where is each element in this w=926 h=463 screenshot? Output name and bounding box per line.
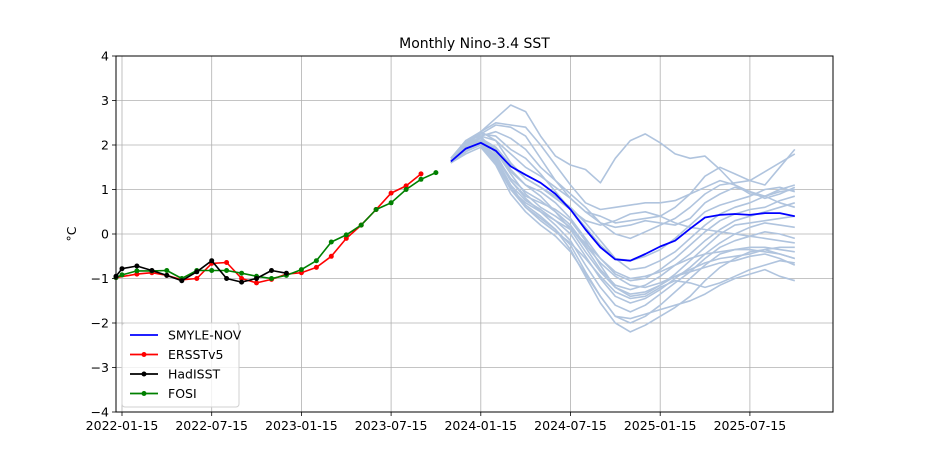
x-tick-label: 2025-01-15 bbox=[624, 418, 697, 433]
y-tick-label: −1 bbox=[91, 271, 109, 286]
data-point-hadisst bbox=[134, 263, 140, 269]
x-tick-label: 2023-01-15 bbox=[265, 418, 338, 433]
data-point-fosi bbox=[373, 207, 379, 212]
data-point-hadisst bbox=[194, 269, 200, 275]
data-point-fosi bbox=[119, 272, 125, 278]
y-tick-label: 4 bbox=[101, 49, 109, 64]
y-tick-label: −4 bbox=[91, 405, 109, 420]
ensemble-member-line bbox=[450, 144, 796, 280]
x-tick-label: 2022-07-15 bbox=[175, 418, 248, 433]
data-point-fosi bbox=[403, 187, 409, 192]
data-point-hadisst bbox=[269, 268, 274, 273]
ensemble-members bbox=[450, 104, 796, 333]
data-point-ersstv5 bbox=[239, 276, 245, 281]
data-point-fosi bbox=[343, 232, 349, 238]
data-point-ersstv5 bbox=[254, 280, 259, 286]
data-point-fosi bbox=[209, 268, 215, 273]
ensemble-member-line bbox=[450, 137, 795, 295]
legend-marker-ersstv5 bbox=[141, 352, 147, 357]
legend: SMYLE-NOV ERSSTv5 HadISST FOSI bbox=[121, 322, 242, 408]
data-point-hadisst bbox=[209, 258, 215, 264]
data-point-fosi bbox=[313, 258, 319, 264]
data-point-ersstv5 bbox=[403, 183, 409, 189]
series-line-smyle-nov bbox=[450, 141, 795, 262]
data-point-fosi bbox=[224, 268, 230, 273]
ensemble-member-line bbox=[450, 142, 796, 333]
data-point-fosi bbox=[298, 267, 304, 273]
y-tick-label: −2 bbox=[91, 316, 109, 331]
data-point-hadisst bbox=[254, 276, 259, 281]
data-series bbox=[113, 141, 795, 286]
y-tick-label: 1 bbox=[101, 182, 109, 197]
data-point-ersstv5 bbox=[388, 190, 394, 196]
x-tick-label: 2024-07-15 bbox=[534, 418, 607, 433]
y-tick-label: −3 bbox=[91, 360, 109, 375]
legend-label-fosi: FOSI bbox=[168, 386, 197, 401]
chart-title: Monthly Nino-3.4 SST bbox=[399, 36, 550, 52]
x-tick-label: 2023-07-15 bbox=[355, 418, 428, 433]
data-point-ersstv5 bbox=[418, 171, 424, 177]
ensemble-member-line bbox=[450, 137, 795, 244]
ensemble-member-line bbox=[450, 139, 795, 300]
legend-marker-hadisst bbox=[141, 371, 147, 377]
legend-label-smyle-nov: SMYLE-NOV bbox=[168, 328, 242, 343]
data-point-hadisst bbox=[164, 272, 170, 278]
data-point-fosi bbox=[388, 200, 394, 206]
x-tick-label: 2025-07-15 bbox=[714, 418, 787, 433]
ensemble-member-line bbox=[450, 142, 796, 289]
ensemble-member-line bbox=[450, 146, 796, 320]
data-point-fosi bbox=[134, 268, 140, 274]
data-point-fosi bbox=[239, 270, 245, 276]
legend-label-ersstv5: ERSSTv5 bbox=[168, 347, 223, 362]
ensemble-member-line bbox=[450, 130, 796, 240]
y-tick-label: 2 bbox=[101, 138, 109, 153]
ensemble-member-line bbox=[450, 130, 795, 271]
data-point-fosi bbox=[358, 222, 364, 228]
data-point-ersstv5 bbox=[313, 264, 319, 270]
y-axis: −4 −3 −2 −1 0 1 2 3 4 bbox=[91, 49, 116, 420]
data-point-hadisst bbox=[239, 279, 245, 285]
data-point-hadisst bbox=[224, 276, 230, 281]
x-axis: 2022-01-15 2022-07-15 2023-01-15 2023-07-15… bbox=[86, 412, 787, 433]
data-point-fosi bbox=[328, 239, 334, 245]
x-tick-label: 2022-01-15 bbox=[86, 418, 159, 433]
ensemble-member-line bbox=[450, 124, 796, 224]
legend-label-hadisst: HadISST bbox=[168, 367, 221, 382]
data-point-hadisst bbox=[119, 266, 125, 272]
y-axis-label: °C bbox=[64, 226, 79, 241]
data-point-fosi bbox=[433, 170, 439, 176]
legend-marker-fosi bbox=[141, 391, 147, 396]
data-point-fosi bbox=[269, 276, 274, 281]
data-point-ersstv5 bbox=[343, 235, 349, 241]
data-point-hadisst bbox=[179, 278, 185, 284]
data-point-ersstv5 bbox=[224, 260, 230, 265]
x-tick-label: 2024-01-15 bbox=[444, 418, 517, 433]
y-tick-label: 3 bbox=[101, 93, 109, 108]
y-tick-label: 0 bbox=[101, 227, 109, 242]
data-point-fosi bbox=[164, 268, 170, 273]
ensemble-member-line bbox=[450, 135, 796, 229]
data-point-fosi bbox=[418, 176, 424, 182]
legend-box bbox=[121, 322, 240, 408]
ensemble-member-line bbox=[450, 139, 796, 313]
data-point-hadisst bbox=[149, 268, 155, 273]
data-point-hadisst bbox=[283, 270, 289, 276]
data-point-ersstv5 bbox=[194, 276, 200, 281]
ensemble-member-line bbox=[450, 137, 796, 291]
data-point-ersstv5 bbox=[328, 253, 334, 259]
ensemble-member-line bbox=[450, 122, 796, 211]
